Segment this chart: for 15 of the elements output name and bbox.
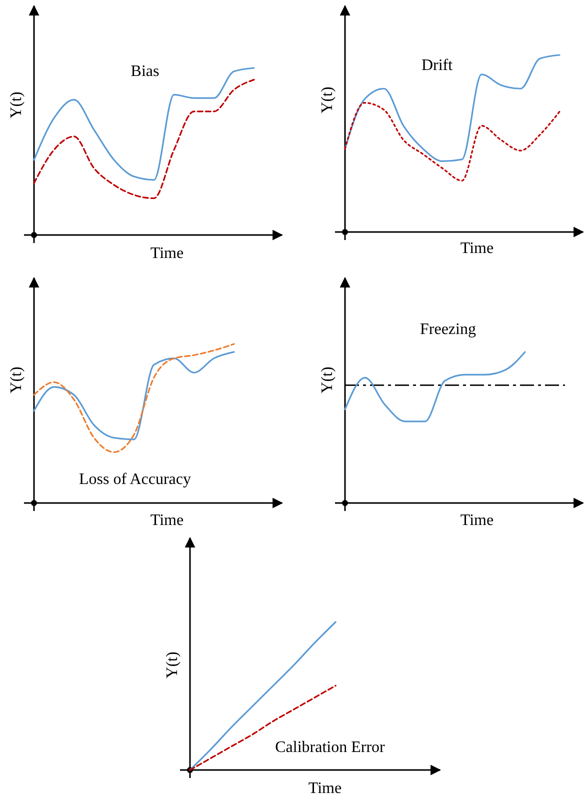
x-axis-title: Time [460, 512, 494, 529]
x-axis-title: Time [150, 245, 184, 262]
text: Calibration Error [275, 739, 386, 756]
x-axis-title: Time [308, 780, 342, 797]
y-axis-title: Y(t) [8, 92, 25, 118]
chart-title: Drift [421, 57, 454, 74]
x-axis-title: Time [460, 240, 494, 257]
y-axis-title: Y(t) [319, 86, 336, 114]
chart-title: Freezing [420, 321, 476, 338]
text: Loss of Accuracy [79, 471, 191, 488]
y-axis-title: Y(t) [164, 652, 181, 678]
chart-title: Bias [130, 63, 160, 80]
y-axis-title: Y(t) [8, 366, 25, 394]
y-axis-title: Y(t) [319, 366, 336, 394]
x-axis-title: Time [150, 512, 184, 529]
